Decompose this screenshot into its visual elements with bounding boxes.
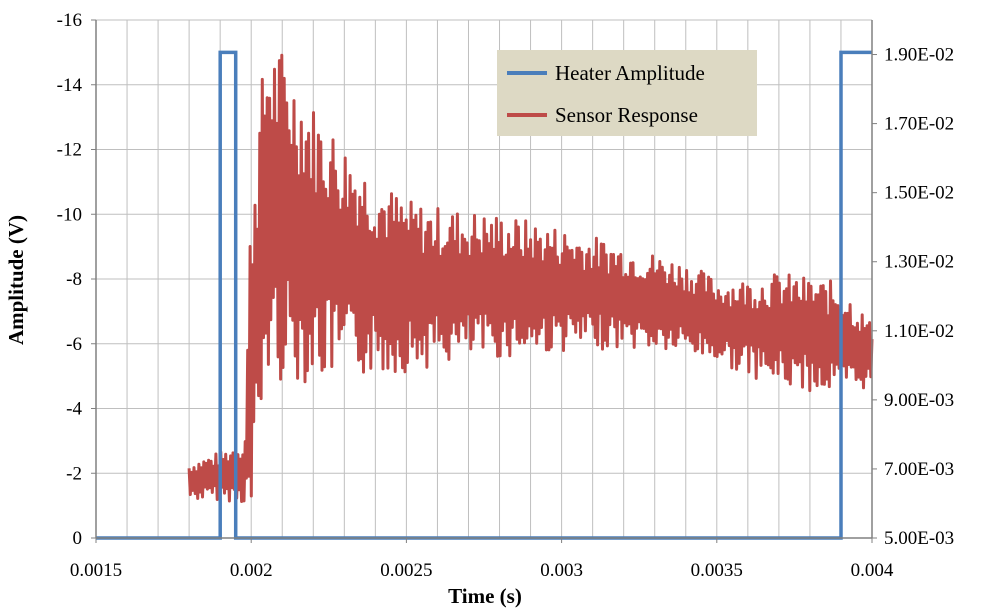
y-tick-label: -14 [57,75,83,96]
x-axis-title: Time (s) [448,584,522,608]
y-tick-label: -2 [66,463,82,484]
x-tick-label: 0.0025 [380,560,432,581]
x-tick-label: 0.002 [230,560,273,581]
x-tick-label: 0.0015 [70,560,122,581]
legend-label-sensor: Sensor Response [555,103,698,127]
x-tick-label: 0.003 [540,560,583,581]
y-tick-label: -10 [57,204,82,225]
x-tick-label: 0.0035 [691,560,743,581]
legend: Heater Amplitude Sensor Response [497,50,757,136]
y-tick-label: -8 [66,269,82,290]
sensor-response-line [187,53,874,503]
y2-tick-label: 1.90E-02 [884,45,954,66]
x-tick-label: 0.004 [851,560,894,581]
legend-box [497,50,757,136]
y2-tick-label: 1.10E-02 [884,321,954,342]
y-tick-label: -12 [57,140,82,161]
tick-labels: 0.0015 0.002 0.0025 0.003 0.0035 0.004 0 -2 -4 -6… [57,10,955,581]
y-tick-label: -4 [66,399,82,420]
y2-tick-label: 1.70E-02 [884,114,954,135]
y2-tick-label: 7.00E-03 [884,459,954,480]
y2-tick-label: 5.00E-03 [884,528,954,549]
axes [91,19,877,543]
heater-amplitude-line [96,50,872,540]
y2-tick-label: 1.50E-02 [884,183,954,204]
y2-tick-label: 9.00E-03 [884,390,954,411]
legend-label-heater: Heater Amplitude [555,61,705,85]
y-tick-label: 0 [73,528,83,549]
y-tick-label: -6 [66,334,82,355]
y2-tick-label: 1.30E-02 [884,252,954,273]
series-layer [96,50,874,540]
y-axis-title: Amplitude (V) [4,215,28,345]
y-tick-label: -16 [57,10,82,31]
